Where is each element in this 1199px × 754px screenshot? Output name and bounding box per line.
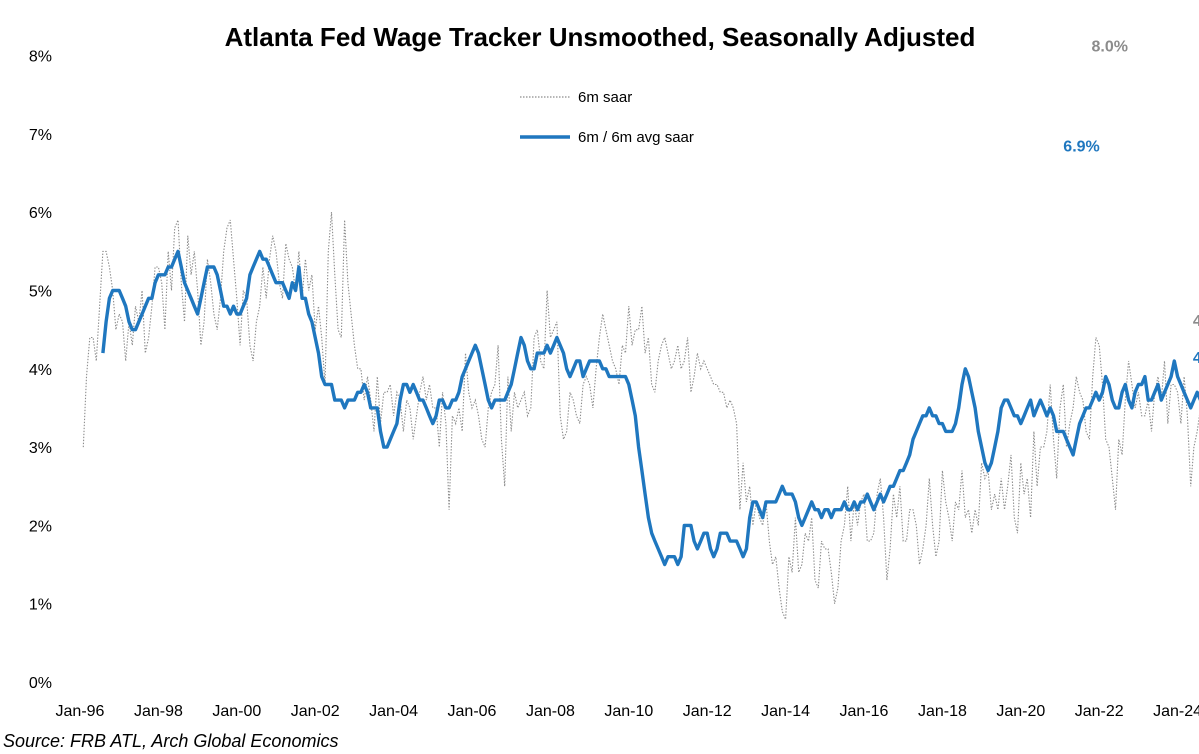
source-note: Source: FRB ATL, Arch Global Economics — [3, 731, 338, 751]
x-tick-label: Jan-06 — [448, 703, 497, 720]
x-tick-label: Jan-02 — [291, 703, 340, 720]
y-tick-label: 4% — [29, 362, 52, 379]
x-tick-label: Jan-22 — [1075, 703, 1124, 720]
x-tick-label: Jan-24 — [1153, 703, 1199, 720]
annotation-label: 4.6% — [1193, 313, 1199, 330]
y-tick-label: 0% — [29, 675, 52, 692]
y-tick-label: 8% — [29, 49, 52, 66]
x-tick-label: Jan-10 — [604, 703, 653, 720]
annotations: 8.0% 6.9% 4.6% 4.2% — [1063, 39, 1199, 368]
series-line-6m-avg — [101, 249, 1199, 567]
legend: 6m saar 6m / 6m avg saar — [520, 89, 694, 146]
x-tick-label: Jan-96 — [56, 703, 105, 720]
x-tick-label: Jan-00 — [212, 703, 261, 720]
x-tick-label: Jan-08 — [526, 703, 575, 720]
y-tick-label: 3% — [29, 440, 52, 457]
y-axis-ticks: 0% 1% 2% 3% 4% 5% 6% 7% 8% — [29, 49, 52, 692]
x-tick-label: Jan-98 — [134, 703, 183, 720]
x-tick-label: Jan-20 — [996, 703, 1045, 720]
y-tick-label: 7% — [29, 127, 52, 144]
series-layer — [82, 212, 1199, 620]
y-tick-label: 1% — [29, 597, 52, 614]
x-tick-label: Jan-14 — [761, 703, 810, 720]
y-tick-label: 6% — [29, 205, 52, 222]
y-tick-label: 2% — [29, 518, 52, 535]
x-tick-label: Jan-16 — [840, 703, 889, 720]
annotation-label: 4.2% — [1193, 350, 1199, 367]
x-tick-label: Jan-18 — [918, 703, 967, 720]
legend-label-6m-avg: 6m / 6m avg saar — [578, 129, 694, 146]
annotation-label: 8.0% — [1091, 39, 1127, 56]
y-tick-label: 5% — [29, 284, 52, 301]
x-axis-ticks: Jan-96 Jan-98 Jan-00 Jan-02 Jan-04 Jan-06 Jan-… — [56, 703, 1199, 720]
x-tick-label: Jan-12 — [683, 703, 732, 720]
legend-label-6m-saar: 6m saar — [578, 89, 632, 106]
chart-title: Atlanta Fed Wage Tracker Unsmoothed, Sea… — [225, 22, 976, 52]
x-tick-label: Jan-04 — [369, 703, 418, 720]
annotation-label: 6.9% — [1063, 139, 1099, 156]
